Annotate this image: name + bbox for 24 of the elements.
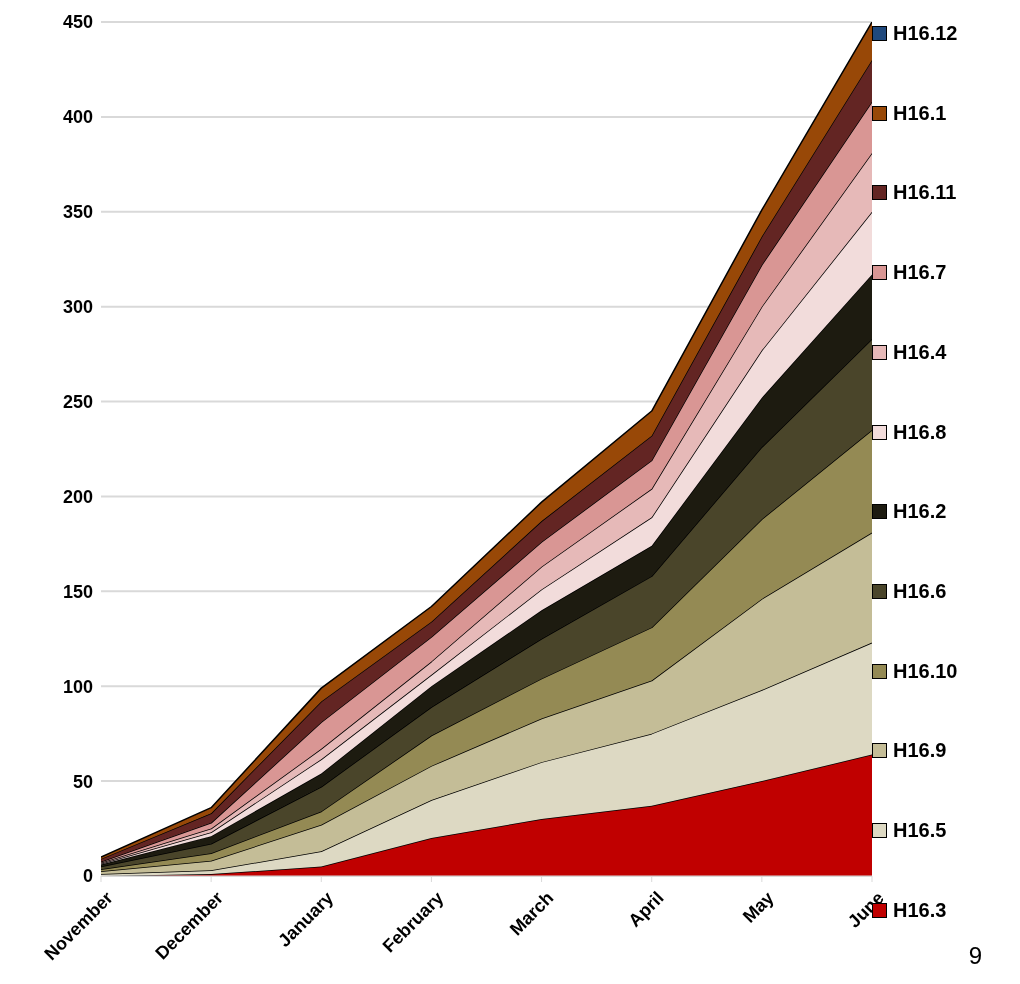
- legend-label: H16.3: [893, 898, 947, 922]
- series-label: H16.8: [893, 420, 947, 444]
- text: 9: [968, 942, 982, 970]
- y-tick-label: 150: [62, 581, 93, 602]
- y-tick-label: 250: [62, 391, 93, 412]
- series-label: H16.5: [893, 819, 947, 843]
- y-tick-label: 100: [62, 676, 93, 697]
- series-label: H16.11: [893, 181, 957, 205]
- y-tick-label: 200: [62, 486, 93, 507]
- y-tick-label: 350: [62, 202, 93, 223]
- y-tick-label: 0: [82, 866, 93, 887]
- x-tick-label: May: [738, 887, 778, 927]
- series-label: H16.6: [893, 580, 947, 604]
- series-label: H16.9: [893, 739, 947, 763]
- legend-label: H16.12: [893, 22, 958, 45]
- y-tick-label: 400: [62, 107, 93, 128]
- y-tick-label: 450: [62, 12, 93, 33]
- y-tick-label: 50: [72, 771, 93, 792]
- y-tick-label: 300: [62, 297, 93, 318]
- series-label: H16.1: [893, 101, 947, 125]
- series-label: H16.2: [893, 500, 947, 524]
- series-label: H16.10: [893, 659, 958, 683]
- series-label: H16.7: [893, 261, 947, 285]
- series-label: H16.4: [893, 340, 947, 364]
